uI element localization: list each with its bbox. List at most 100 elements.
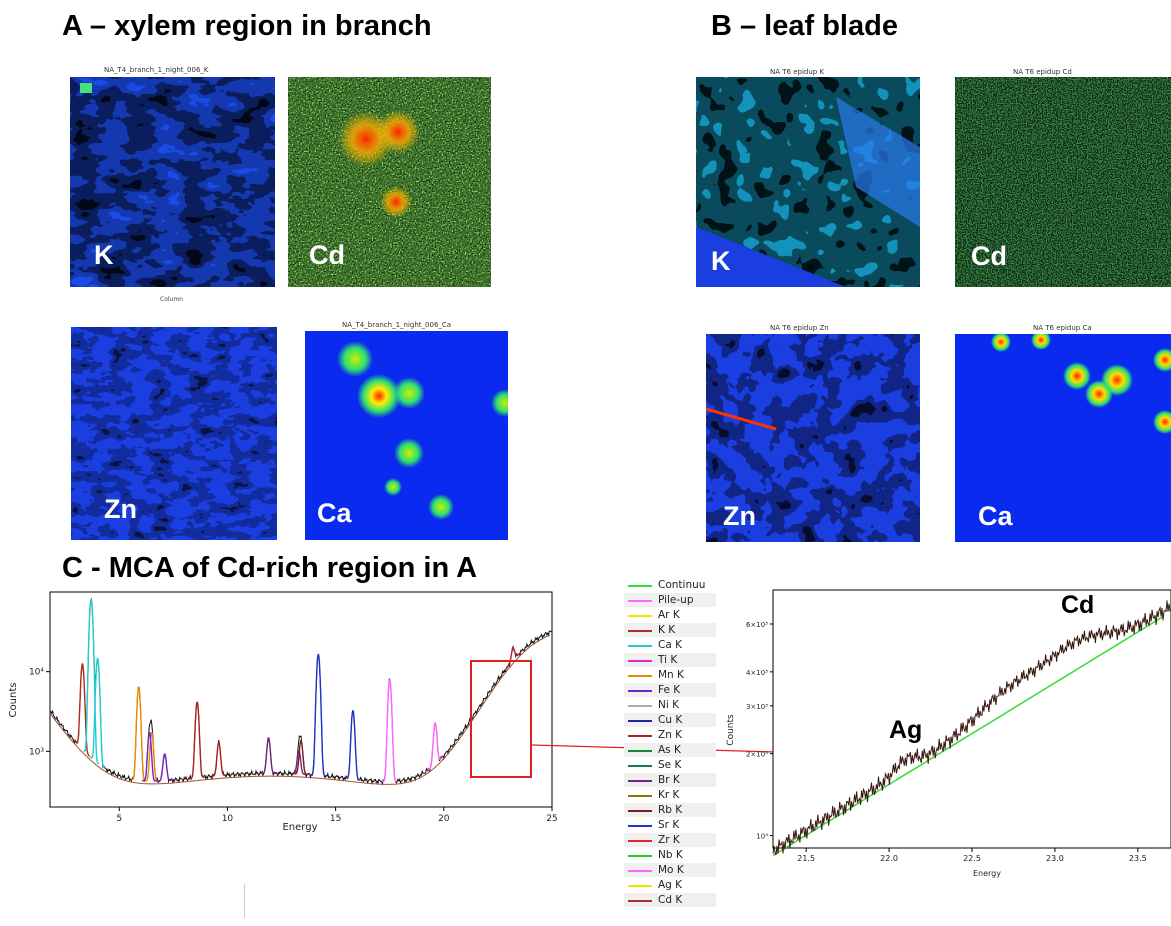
inset-y-axis-label: Counts	[726, 714, 736, 746]
legend-item: Ni K	[624, 698, 716, 712]
legend-label: Continuu	[658, 579, 706, 591]
legend-label: Pile-up	[658, 594, 694, 606]
x-tick-label: 25	[546, 814, 557, 824]
legend-swatch	[628, 825, 652, 827]
legend-label: Nb K	[658, 849, 683, 861]
inset-spectrum-line	[772, 600, 1171, 856]
legend-item: K K	[624, 623, 716, 637]
label-b-zn: Zn	[723, 501, 756, 531]
zoom-region-box	[470, 660, 532, 778]
x-tick-label: 20	[438, 814, 450, 824]
inset-y-tick-label: 10³	[756, 833, 768, 841]
heading-panel-a: A – xylem region in branch	[62, 10, 432, 42]
map-title-b-cd: NA T6 epidup Cd	[1013, 68, 1072, 76]
legend-label: Ag K	[658, 879, 683, 891]
legend-label: Cu K	[658, 714, 683, 726]
legend-label: Rb K	[658, 804, 683, 816]
legend-swatch	[628, 750, 652, 752]
annotation-ag: Ag	[889, 716, 923, 744]
legend-label: Zn K	[658, 729, 683, 741]
legend-swatch	[628, 780, 652, 782]
map-title-b-zn: NA T6 epidup Zn	[770, 324, 829, 332]
heading-panel-b: B – leaf blade	[711, 10, 898, 42]
legend-item: Cu K	[624, 713, 716, 727]
legend-item: Sr K	[624, 818, 716, 832]
peak-br-k	[261, 737, 277, 774]
legend-label: Ar K	[658, 609, 680, 621]
peak-sr-k	[310, 654, 327, 777]
peak-mo-k	[382, 679, 398, 783]
x-tick-label: 10	[222, 814, 234, 824]
inset-y-tick-label: 2×10³	[746, 751, 768, 759]
legend-swatch	[628, 900, 652, 902]
legend-swatch	[628, 630, 652, 632]
legend-item: Zr K	[624, 833, 716, 847]
continuum-line	[49, 634, 550, 785]
map-a-zn	[71, 327, 277, 540]
divider-mark	[244, 884, 245, 918]
label-a-zn: Zn	[104, 494, 137, 524]
legend-swatch	[628, 795, 652, 797]
legend-label: Mo K	[658, 864, 684, 876]
legend-label: Ca K	[658, 639, 682, 651]
map-b-zn	[706, 334, 920, 542]
legend-item: Mo K	[624, 863, 716, 877]
legend-swatch	[628, 615, 652, 617]
map-title-b-ca: NA T6 epidup Ca	[1033, 324, 1092, 332]
map-a-k	[70, 77, 275, 287]
legend-swatch	[628, 600, 652, 602]
legend-label: Br K	[658, 774, 680, 786]
legend-item: Nb K	[624, 848, 716, 862]
peak-zn-k	[211, 741, 227, 777]
inset-x-tick-label: 23.0	[1046, 854, 1064, 863]
mca-spectrum-chart: 5 10 15 20 25 10³ 10⁴ Energy Counts	[8, 591, 558, 833]
map-b-cd	[955, 77, 1171, 287]
legend-item: As K	[624, 743, 716, 757]
legend-swatch	[628, 870, 652, 872]
legend-label: Mn K	[658, 669, 684, 681]
map-title-a-k: NA_T4_branch_1_night_006_K	[104, 66, 209, 74]
legend-swatch	[628, 810, 652, 812]
legend-swatch	[628, 765, 652, 767]
label-b-ca: Ca	[978, 501, 1013, 531]
map-title-b-k: NA T6 epidup K	[770, 68, 825, 76]
label-a-cd: Cd	[309, 240, 345, 270]
inset-y-tick-label: 6×10³	[746, 621, 768, 629]
legend-item: Cd K	[624, 893, 716, 907]
heading-panel-c: C - MCA of Cd-rich region in A	[62, 552, 478, 584]
peak-mo-k	[427, 722, 444, 771]
y-axis-label: Counts	[8, 683, 19, 718]
legend-label: Fe K	[658, 684, 681, 696]
label-a-ca: Ca	[317, 498, 352, 528]
peak-ca-k	[89, 657, 106, 770]
legend-label: Ni K	[658, 699, 679, 711]
inset-x-tick-label: 22.0	[880, 854, 898, 863]
legend-label: Zr K	[658, 834, 680, 846]
legend-item: Ti K	[624, 653, 716, 667]
peak-sr-k	[345, 710, 361, 781]
legend-item: Kr K	[624, 788, 716, 802]
legend-item: Zn K	[624, 728, 716, 742]
map-b-k	[696, 77, 920, 287]
inset-y-tick-label: 3×10³	[746, 703, 768, 711]
peak-mn-k	[130, 686, 147, 782]
inset-y-tick-label: 4×10³	[746, 669, 768, 677]
legend-label: K K	[658, 624, 676, 636]
legend-swatch	[628, 735, 652, 737]
spectrum-legend: Continuu Pile-up Ar K K K Ca K Ti K Mn K Fe K Ni…	[624, 578, 716, 918]
label-a-k: K	[94, 240, 114, 270]
peak-k-k	[74, 663, 91, 757]
inset-x-tick-label: 23.5	[1129, 854, 1147, 863]
inset-x-tick-label: 21.5	[797, 854, 815, 863]
legend-swatch	[628, 855, 652, 857]
map-title-a-ca: NA_T4_branch_1_night_006_Ca	[342, 321, 452, 329]
peak-fe-k	[157, 753, 173, 782]
legend-item: Continuu	[624, 578, 716, 592]
legend-swatch	[628, 645, 652, 647]
legend-swatch	[628, 840, 652, 842]
legend-item: Rb K	[624, 803, 716, 817]
legend-swatch	[628, 705, 652, 707]
map-a-cd	[288, 77, 491, 287]
legend-item: Fe K	[624, 683, 716, 697]
legend-swatch	[628, 885, 652, 887]
